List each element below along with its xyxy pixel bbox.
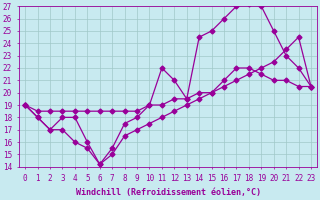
X-axis label: Windchill (Refroidissement éolien,°C): Windchill (Refroidissement éolien,°C) (76, 188, 260, 197)
